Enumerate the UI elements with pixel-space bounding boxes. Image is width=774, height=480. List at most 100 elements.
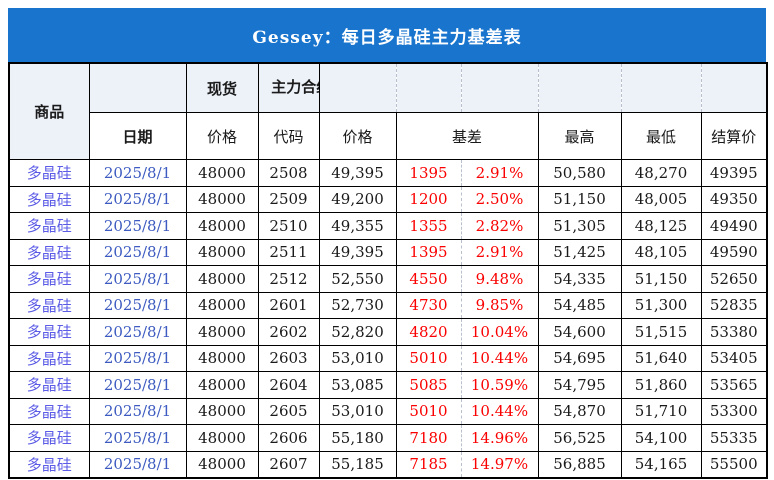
header-row-top: 商品 现货 主力合约 — [8, 62, 768, 160]
cell-price: 52,730 — [318, 291, 397, 319]
cell-low: 51,300 — [620, 291, 702, 319]
cell-high: 56,525 — [537, 424, 622, 452]
cell-low: 54,165 — [620, 450, 702, 478]
cell-code: 2511 — [257, 238, 320, 266]
cell-commodity: 多晶硅 — [8, 450, 90, 478]
cell-spot-price: 48000 — [185, 424, 259, 452]
cell-high: 56,885 — [537, 450, 622, 478]
cell-code: 2601 — [257, 291, 320, 319]
cell-commodity: 多晶硅 — [8, 424, 90, 452]
cell-settlement: 52650 — [700, 265, 768, 293]
header-empty-above-price — [318, 62, 397, 113]
cell-settlement: 53405 — [700, 344, 768, 372]
header-row-bottom: 日期 价格 代码 价格 基差 最高 最低 结算价 — [9, 112, 768, 160]
cell-spot-price: 48000 — [185, 238, 259, 266]
cell-low: 48,270 — [620, 159, 702, 187]
cell-date: 2025/8/1 — [88, 291, 187, 319]
cell-price: 55,185 — [318, 450, 397, 478]
cell-low: 51,515 — [620, 318, 702, 346]
cell-spot-price: 48000 — [185, 291, 259, 319]
cell-settlement: 49590 — [700, 238, 768, 266]
cell-basis-pct: 9.85% — [460, 291, 539, 319]
cell-settlement: 55500 — [700, 450, 768, 478]
cell-high: 54,485 — [537, 291, 622, 319]
cell-settlement: 53300 — [700, 397, 768, 425]
cell-commodity: 多晶硅 — [8, 212, 90, 240]
cell-price: 49,355 — [318, 212, 397, 240]
cell-code: 2509 — [257, 185, 320, 213]
cell-date: 2025/8/1 — [88, 424, 187, 452]
header-main-contract-label: 主力合约 — [271, 78, 318, 97]
cell-date: 2025/8/1 — [88, 397, 187, 425]
header-low: 最低 — [620, 112, 702, 160]
cell-basis-pct: 10.44% — [460, 344, 539, 372]
cell-basis-pct: 9.48% — [460, 265, 539, 293]
header-commodity: 商品 — [8, 62, 90, 160]
header-empty-above-basis-pct — [460, 62, 539, 113]
cell-code: 2510 — [257, 212, 320, 240]
header-empty-above-low — [620, 62, 702, 113]
cell-high: 54,795 — [537, 371, 622, 399]
cell-low: 48,125 — [620, 212, 702, 240]
table-row: 多晶硅 2025/8/1 48000 2512 52,550 4550 9.48… — [8, 265, 768, 293]
cell-price: 52,550 — [318, 265, 397, 293]
table-row: 多晶硅 2025/8/1 48000 2607 55,185 7185 14.9… — [8, 450, 768, 478]
cell-spot-price: 48000 — [185, 318, 259, 346]
cell-commodity: 多晶硅 — [8, 344, 90, 372]
header-high: 最高 — [537, 112, 622, 160]
cell-settlement: 53380 — [700, 318, 768, 346]
cell-low: 51,860 — [620, 371, 702, 399]
cell-commodity: 多晶硅 — [8, 318, 90, 346]
cell-code: 2605 — [257, 397, 320, 425]
cell-date: 2025/8/1 — [88, 371, 187, 399]
table-row: 多晶硅 2025/8/1 48000 2605 53,010 5010 10.4… — [8, 397, 768, 425]
table-header: 商品 现货 主力合约 日期 价格 代码 价格 基差 最高 最低 — [8, 62, 768, 160]
header-empty-above-date — [88, 62, 187, 113]
cell-spot-price: 48000 — [185, 265, 259, 293]
table-row: 多晶硅 2025/8/1 48000 2509 49,200 1200 2.50… — [8, 185, 768, 213]
cell-low: 48,105 — [620, 238, 702, 266]
cell-basis: 7185 — [395, 450, 462, 478]
cell-basis: 4730 — [395, 291, 462, 319]
cell-date: 2025/8/1 — [88, 185, 187, 213]
header-empty-above-basis — [395, 62, 462, 113]
cell-high: 51,305 — [537, 212, 622, 240]
cell-settlement: 55335 — [700, 424, 768, 452]
cell-high: 54,335 — [537, 265, 622, 293]
cell-price: 49,200 — [318, 185, 397, 213]
header-price: 价格 — [318, 112, 397, 160]
cell-basis: 7180 — [395, 424, 462, 452]
cell-code: 2607 — [257, 450, 320, 478]
table-row: 多晶硅 2025/8/1 48000 2603 53,010 5010 10.4… — [8, 344, 768, 372]
table-row: 多晶硅 2025/8/1 48000 2601 52,730 4730 9.85… — [8, 291, 768, 319]
cell-basis: 4550 — [395, 265, 462, 293]
cell-basis: 4820 — [395, 318, 462, 346]
cell-date: 2025/8/1 — [88, 344, 187, 372]
cell-settlement: 53565 — [700, 371, 768, 399]
cell-basis-pct: 2.91% — [460, 238, 539, 266]
cell-low: 51,150 — [620, 265, 702, 293]
cell-basis: 5010 — [395, 397, 462, 425]
cell-commodity: 多晶硅 — [8, 159, 90, 187]
cell-low: 54,100 — [620, 424, 702, 452]
cell-low: 51,710 — [620, 397, 702, 425]
header-empty-above-high — [537, 62, 622, 113]
cell-price: 53,010 — [318, 344, 397, 372]
cell-price: 49,395 — [318, 159, 397, 187]
header-code: 代码 — [257, 112, 320, 160]
cell-low: 51,640 — [620, 344, 702, 372]
cell-spot-price: 48000 — [185, 450, 259, 478]
cell-basis-pct: 14.97% — [460, 450, 539, 478]
cell-code: 2604 — [257, 371, 320, 399]
basis-table: 商品 现货 主力合约 日期 价格 代码 价格 基差 最高 最低 — [8, 62, 768, 479]
cell-low: 48,005 — [620, 185, 702, 213]
cell-basis-pct: 10.44% — [460, 397, 539, 425]
table-body: 多晶硅 2025/8/1 48000 2508 49,395 1395 2.91… — [8, 159, 768, 478]
cell-spot-price: 48000 — [185, 212, 259, 240]
cell-commodity: 多晶硅 — [8, 291, 90, 319]
cell-basis: 1355 — [395, 212, 462, 240]
cell-high: 54,695 — [537, 344, 622, 372]
cell-date: 2025/8/1 — [88, 450, 187, 478]
cell-price: 55,180 — [318, 424, 397, 452]
